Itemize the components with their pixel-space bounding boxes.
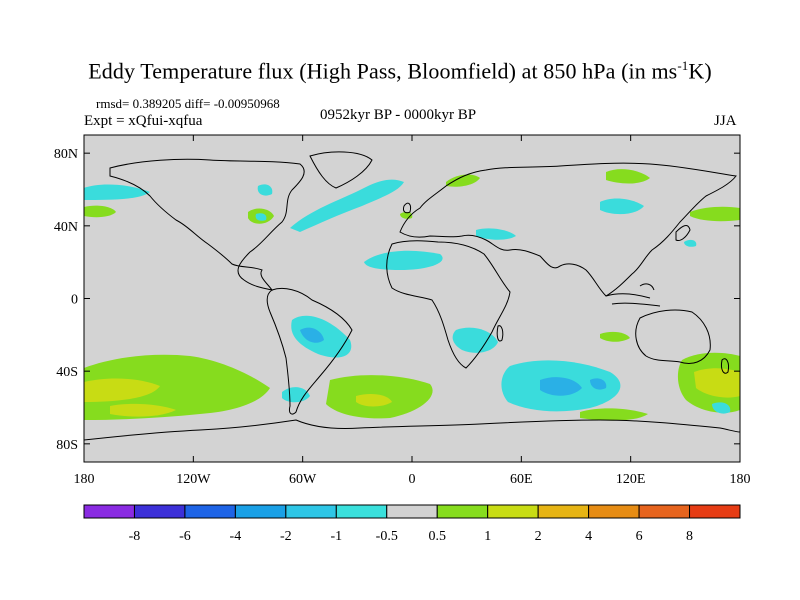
colorbar-box [234,504,287,519]
colorbar-box [184,504,236,519]
colorbar-box [537,504,590,519]
colorbar-box [638,504,691,519]
colorbar-label: -8 [129,529,141,544]
lon-label: 0 [409,472,416,487]
colorbar-label: 6 [636,529,643,544]
plot-title: Eddy Temperature flux (High Pass, Bloomf… [88,58,712,84]
lat-label: 0 [71,293,78,308]
coast-madagascar [496,325,504,342]
coastlines [84,151,740,441]
colorbar-label: -6 [179,529,191,544]
coast-new-zealand [721,358,729,374]
field-scandinavia-green [446,174,480,187]
field-siberia-cyan [600,198,644,215]
lat-label: 40S [56,365,78,380]
lon-label: 60E [510,472,533,487]
field-sahara-cyan [364,250,443,270]
coast-antarctica [84,419,740,441]
colorbar-label: 4 [585,529,592,544]
field-s-atlantic-yellowgreen [356,394,392,407]
field-canada-cyan [257,184,273,196]
colorbar-box [133,504,186,519]
field-s-pacific-yellowgreen [84,378,160,402]
field-great-lakes-cyan [255,213,267,221]
lat-label: 40N [54,220,78,235]
axis-ticks [83,135,741,462]
colorbar-label: 8 [686,529,693,544]
colorbar-box [689,504,741,519]
lat-label: 80N [54,147,78,162]
coast-greenland [309,151,373,189]
colorbar [83,504,741,519]
field-n-pacific-cyan-2 [684,239,697,247]
season-label: JJA [714,113,737,129]
latitude-labels: 80N 40N 0 40S 80S [54,147,78,453]
colorbar-label: -4 [230,529,242,544]
lon-label: 180 [730,472,751,487]
field-australia-se-yellowgreen [694,368,740,398]
field-tasman-cyan [712,402,731,414]
stats-text: rmsd= 0.389205 diff= -0.00950968 [96,96,280,111]
colorbar-box [83,504,135,519]
coast-japan [675,225,691,241]
lon-label: 120W [176,472,211,487]
field-s-america-blue [300,327,324,343]
experiment-label: Expt = xQfui-xqfua [84,113,203,129]
lon-label: 60W [289,472,317,487]
colorbar-box [487,504,539,519]
colorbar-labels: -8 -6 -4 -2 -1 -0.5 0.5 1 2 4 6 8 [129,529,693,544]
field-n-pacific-cyan [84,184,150,200]
lat-label: 80S [56,438,78,453]
colorbar-box [588,504,640,519]
colorbar-label: 0.5 [428,529,446,544]
anomaly-fields [84,169,740,421]
field-n-atlantic-cyan [290,179,404,232]
colorbar-box [386,504,438,519]
field-arctic-green [606,169,650,184]
colorbar-label: 2 [535,529,542,544]
coast-indonesia [605,283,661,307]
field-s-indian-blue-2 [590,378,607,390]
field-indian-green [580,408,648,421]
coast-eurasia [399,162,737,297]
field-s-pacific-green [84,354,270,420]
coast-north-america [109,158,305,291]
field-mideast-cyan [476,228,516,240]
lon-label: 120E [616,472,646,487]
coast-africa [386,240,511,369]
colorbar-label: 1 [484,529,491,544]
colorbar-label: -2 [280,529,292,544]
colorbar-box [335,504,388,519]
longitude-labels: 180 120W 60W 0 60E 120E 180 [74,472,751,487]
field-pacific-ne-green [690,206,740,222]
field-se-pacific-green [600,331,630,342]
colorbar-label: -0.5 [376,529,398,544]
period-label: 0952kyr BP - 0000kyr BP [320,107,477,123]
coast-australia [635,309,711,364]
field-n-pacific-green [84,205,116,218]
coast-south-america [266,287,353,415]
colorbar-label: -1 [330,529,342,544]
field-s-pacific-yellowgreen-2 [110,403,176,417]
field-s-indian-blue [540,377,582,396]
lon-label: 180 [74,472,95,487]
coast-uk [403,202,411,214]
colorbar-box [285,504,337,519]
colorbar-box [436,504,489,519]
field-s-africa-cyan [452,327,498,353]
